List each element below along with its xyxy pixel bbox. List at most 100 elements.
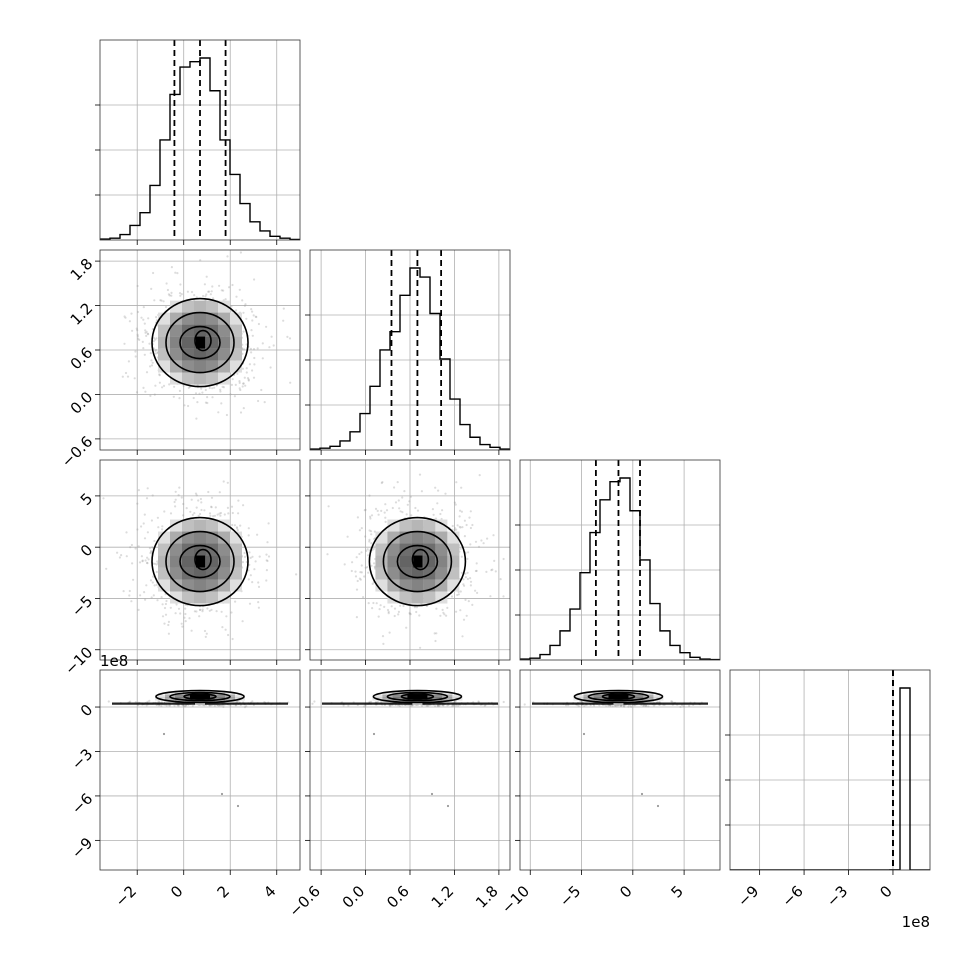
scatter-point [360, 571, 363, 574]
scatter-point [144, 331, 147, 334]
scatter-point [135, 327, 138, 330]
scatter-point [212, 297, 215, 300]
scatter-point [251, 581, 254, 584]
scatter-point [248, 551, 251, 554]
y-tick-label: −0.6 [58, 433, 96, 471]
scatter-point [164, 305, 168, 309]
density-cell [633, 696, 644, 699]
scatter-point [152, 271, 155, 275]
panel-content [310, 250, 510, 450]
density-cell [170, 579, 182, 592]
scatter-point [468, 516, 471, 519]
x-tick-label: −5 [556, 882, 584, 910]
scatter-point [182, 704, 186, 707]
scatter-point [204, 401, 208, 404]
scatter-point [154, 349, 157, 353]
scatter-point [224, 298, 227, 301]
scatter-point [219, 514, 222, 517]
scatter-point [242, 504, 245, 507]
scatter-point [453, 528, 456, 532]
density-cell [411, 531, 424, 544]
density-cell [182, 591, 194, 604]
density-peak [190, 694, 210, 699]
scatter-point [193, 610, 196, 613]
scatter-point [199, 512, 202, 516]
scatter-point [168, 704, 171, 707]
scatter-point [233, 524, 236, 527]
scatter-point [125, 531, 128, 534]
scatter-point [222, 289, 225, 292]
scatter-point [221, 385, 224, 388]
y-tick-label: 0 [77, 541, 96, 560]
scatter-point [252, 376, 256, 379]
scatter-point [187, 404, 190, 408]
scatter-point [209, 293, 212, 296]
scatter-point [161, 525, 164, 528]
scatter-point [143, 513, 146, 516]
scatter-point [360, 527, 363, 530]
scatter-point [209, 704, 213, 707]
scatter-point [197, 499, 200, 502]
scatter-point [432, 513, 435, 516]
panel-1-1 [305, 249, 511, 455]
density-cell [412, 700, 423, 703]
scatter-point [205, 632, 208, 635]
scatter-point [159, 299, 162, 302]
scatter-point [593, 704, 596, 707]
scatter-point [474, 540, 478, 543]
scatter-point [250, 351, 253, 354]
scatter-point [289, 381, 292, 384]
x-tick-label: 1.2 [428, 882, 458, 912]
scatter-point [145, 584, 148, 587]
density-cell [195, 700, 205, 703]
scatter-point [375, 602, 378, 605]
scatter-point [129, 700, 132, 703]
scatter-point [178, 292, 182, 295]
scatter-point [247, 578, 250, 581]
scatter-point [195, 494, 198, 497]
density-cell [218, 579, 230, 592]
scatter-point [234, 383, 237, 386]
scatter-point [406, 503, 409, 506]
scatter-point [382, 642, 385, 646]
scatter-point [435, 607, 438, 610]
density-cell [452, 696, 463, 699]
scatter-point [455, 481, 458, 484]
density-cell [206, 300, 218, 313]
scatter-point [235, 526, 238, 529]
scatter-point [160, 704, 163, 708]
scatter-point [241, 299, 244, 302]
scatter-point [211, 285, 214, 288]
scatter-point [195, 610, 198, 613]
scatter-point [379, 604, 382, 607]
density-cell [225, 692, 235, 695]
scatter-point [313, 700, 316, 703]
scatter-point [383, 511, 386, 514]
scatter-point [441, 509, 444, 512]
density-cell [623, 700, 634, 703]
scatter-point [226, 506, 229, 509]
scatter-point [482, 542, 485, 545]
scatter-point [222, 480, 225, 483]
scatter-point [213, 386, 216, 389]
scatter-point [124, 371, 128, 375]
scatter-point [627, 705, 630, 708]
scatter-point [368, 540, 371, 543]
scatter-point [351, 561, 354, 564]
scatter-point [374, 507, 378, 510]
contour-level-3 [411, 548, 430, 571]
scatter-point [489, 595, 492, 598]
density-cell [175, 696, 185, 699]
scatter-point [149, 352, 152, 355]
scatter-point [251, 369, 254, 372]
scatter-point [342, 704, 345, 707]
scatter-point [486, 537, 489, 540]
contour-level-3 [194, 548, 212, 571]
density-cell [194, 519, 206, 532]
scatter-point [210, 496, 214, 499]
density-cell [170, 336, 182, 349]
scatter-point [247, 378, 250, 381]
scatter-point [185, 507, 188, 510]
scatter-point [220, 402, 223, 405]
